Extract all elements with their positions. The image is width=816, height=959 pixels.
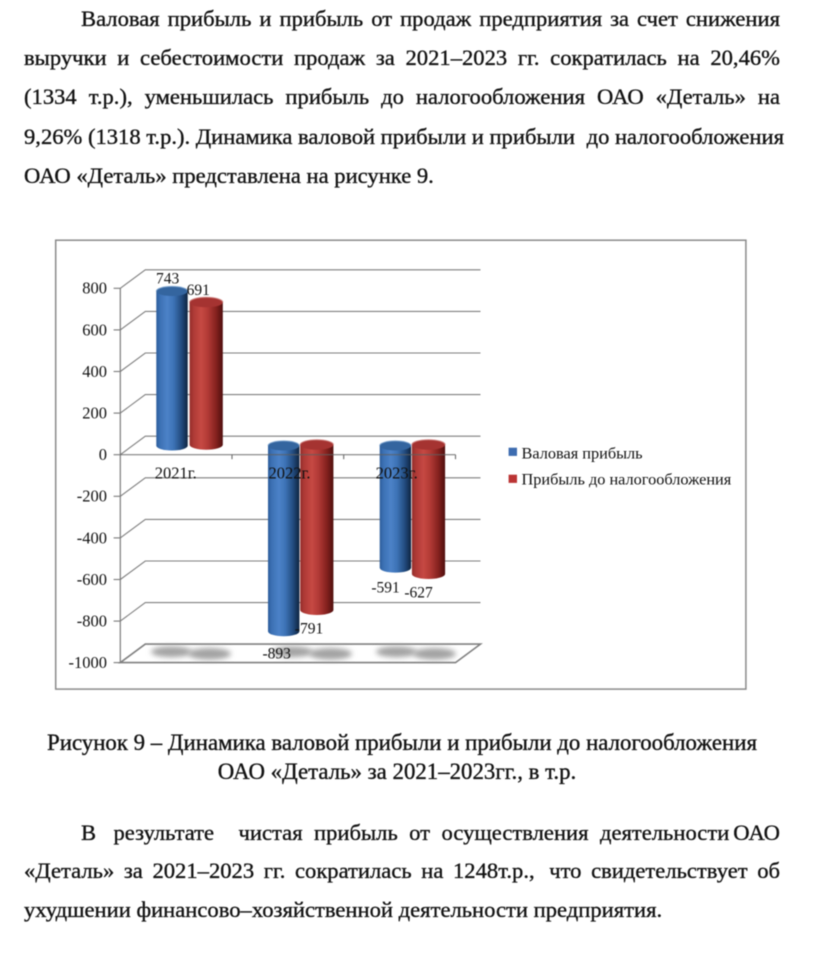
svg-text:2022г.: 2022г. — [268, 464, 310, 483]
svg-text:-627: -627 — [404, 585, 433, 602]
svg-text:-591: -591 — [371, 579, 399, 596]
svg-text:743: 743 — [156, 270, 180, 287]
svg-text:200: 200 — [82, 404, 107, 423]
svg-text:-800: -800 — [77, 612, 107, 631]
svg-text:600: 600 — [82, 320, 107, 339]
svg-text:-791: -791 — [295, 621, 323, 638]
svg-text:2021г.: 2021г. — [155, 464, 197, 483]
svg-text:0: 0 — [99, 445, 107, 464]
svg-text:800: 800 — [82, 279, 107, 298]
svg-text:Прибыль до налогообложения: Прибыль до налогообложения — [522, 469, 732, 488]
svg-text:-200: -200 — [77, 487, 107, 506]
svg-text:2023г.: 2023г. — [376, 464, 418, 483]
svg-text:-1000: -1000 — [69, 653, 108, 672]
svg-text:-400: -400 — [77, 528, 107, 547]
svg-text:Валовая прибыль: Валовая прибыль — [522, 443, 643, 462]
svg-text:-893: -893 — [262, 646, 291, 663]
svg-text:-600: -600 — [77, 570, 107, 589]
svg-text:400: 400 — [82, 362, 107, 381]
svg-text:691: 691 — [187, 282, 210, 299]
